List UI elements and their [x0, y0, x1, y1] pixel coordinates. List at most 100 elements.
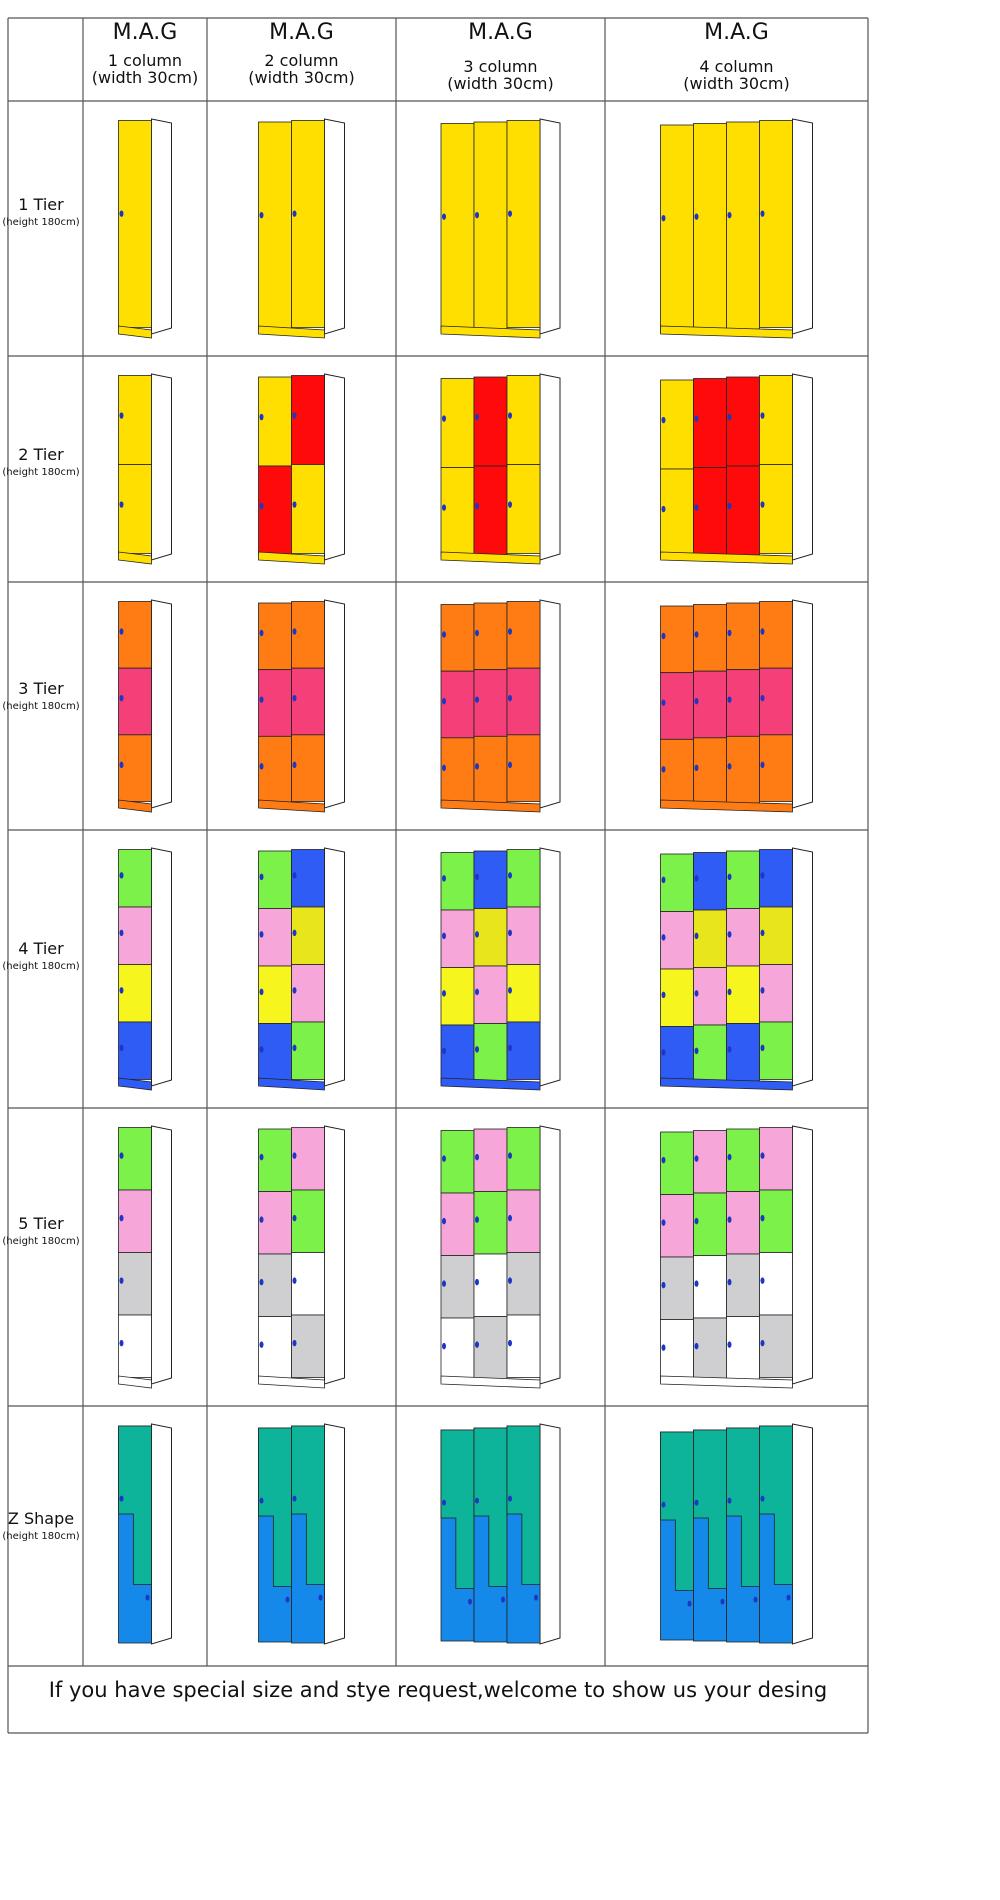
locker-door: [693, 1317, 727, 1381]
brand-label: M.A.G: [269, 20, 334, 45]
z-door-top: [118, 1425, 152, 1585]
door-handle: [119, 210, 124, 217]
door-handle: [727, 1497, 732, 1504]
locker-door: [291, 375, 325, 465]
door-handle: [760, 1339, 765, 1347]
door-handle: [475, 696, 479, 703]
locker-door: [759, 906, 793, 965]
door-handle: [508, 1152, 512, 1159]
locker-3-tier-1-col: [118, 599, 172, 813]
door-handle: [508, 628, 512, 635]
door-handle: [661, 214, 666, 222]
door-handle: [259, 1046, 264, 1053]
row-name: 3 Tier: [18, 679, 64, 698]
door-handle: [119, 1214, 124, 1222]
locker-door: [506, 1021, 541, 1080]
door-handle: [694, 213, 699, 220]
door-handle: [442, 415, 446, 422]
locker-side-panel: [151, 118, 172, 335]
column-header-3: M.A.G 3 column (width 30cm): [396, 20, 605, 92]
door-handle: [727, 211, 732, 219]
locker-door: [473, 965, 508, 1024]
locker-side-panel: [792, 118, 813, 335]
door-handle: [259, 1341, 264, 1348]
door-handle: [475, 1278, 479, 1286]
door-handle: [694, 1280, 699, 1287]
door-handle: [475, 502, 479, 510]
door-handle: [508, 872, 512, 879]
door-handle: [259, 1216, 264, 1223]
door-handle: [318, 1594, 323, 1601]
locker-door: [726, 669, 760, 737]
locker-3-tier-3-col: [440, 599, 561, 813]
row-height: (height 180cm): [2, 1531, 80, 1542]
door-handle: [475, 629, 479, 637]
locker-side-panel: [792, 1423, 813, 1645]
row-label-3-tier: 3 Tier (height 180cm): [0, 678, 82, 714]
door-handle: [442, 764, 446, 772]
locker-door: [118, 1127, 152, 1191]
locker-door: [291, 906, 325, 965]
door-handle: [442, 990, 446, 997]
door-handle: [292, 210, 297, 217]
locker-side-panel: [539, 373, 561, 561]
door-handle: [292, 1339, 297, 1347]
door-handle: [727, 1153, 732, 1161]
row-label-4-tier: 4 Tier (height 180cm): [0, 938, 82, 974]
door-handle: [292, 1495, 297, 1502]
locker-door: [506, 1127, 541, 1191]
door-handle: [760, 1277, 765, 1284]
locker-door: [759, 601, 793, 669]
locker-door: [440, 378, 475, 468]
locker-door: [291, 1189, 325, 1253]
locker-side-panel: [151, 1423, 172, 1645]
locker-3-tier-4-col: [660, 599, 813, 813]
locker-door: [693, 123, 727, 331]
locker-base: [660, 325, 793, 339]
z-door-top: [291, 1425, 325, 1585]
locker-door: [693, 967, 727, 1026]
column-count-label: 3 column: [463, 57, 538, 76]
door-handle: [661, 505, 666, 513]
locker-side-panel: [539, 847, 561, 1087]
locker-door: [660, 1194, 694, 1258]
door-handle: [727, 1046, 732, 1053]
locker-door: [118, 1189, 152, 1253]
locker-door: [291, 964, 325, 1023]
door-handle: [259, 931, 264, 938]
locker-base: [258, 325, 325, 339]
locker-door: [473, 735, 508, 804]
locker-door: [118, 667, 152, 736]
locker-door: [473, 669, 508, 737]
door-handle: [760, 1152, 765, 1159]
column-width-label: (width 30cm): [248, 68, 355, 87]
locker-door: [506, 120, 541, 328]
locker-base: [660, 551, 793, 565]
locker-door: [473, 1253, 508, 1317]
locker-4-tier-4-col: [660, 847, 813, 1091]
door-handle: [727, 629, 732, 637]
door-handle: [119, 412, 124, 419]
door-handle: [760, 1044, 765, 1052]
locker-door: [258, 908, 292, 967]
locker-side-panel: [324, 1423, 345, 1645]
door-handle: [285, 1596, 290, 1603]
locker-2-tier-4-col: [660, 373, 813, 565]
locker-door: [258, 669, 292, 737]
locker-base: [118, 1375, 152, 1389]
door-handle: [760, 929, 765, 937]
door-handle: [259, 988, 264, 996]
door-handle: [119, 1277, 124, 1284]
locker-door: [118, 964, 152, 1023]
locker-door: [118, 375, 152, 465]
door-handle: [508, 1495, 512, 1502]
locker-1-tier-1-col: [118, 118, 172, 339]
locker-door: [440, 909, 475, 968]
locker-door: [660, 1256, 694, 1320]
locker-side-panel: [792, 599, 813, 809]
door-handle: [760, 210, 765, 217]
locker-door: [506, 906, 541, 965]
door-handle: [442, 504, 446, 511]
locker-door: [291, 464, 325, 554]
